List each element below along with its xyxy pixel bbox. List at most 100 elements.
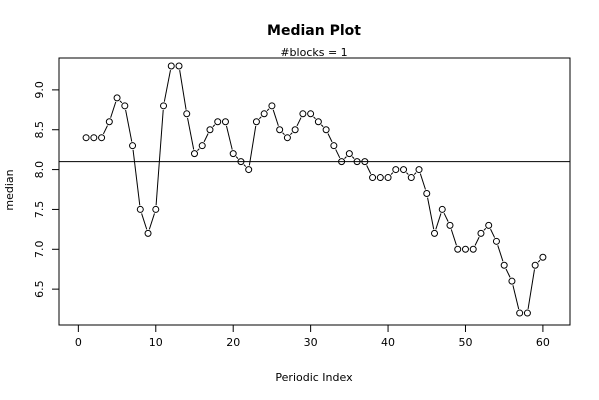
series-segment <box>351 156 355 159</box>
data-point <box>492 237 500 245</box>
data-point <box>190 150 198 158</box>
series-segment <box>203 133 209 143</box>
series-segment <box>443 212 449 222</box>
data-point <box>206 126 214 134</box>
data-point <box>508 277 516 285</box>
data-point <box>214 118 222 126</box>
data-point <box>183 110 191 118</box>
data-point <box>384 174 392 182</box>
x-tick-label: 60 <box>536 336 550 349</box>
series-segment <box>119 100 123 104</box>
x-axis: 0 10 20 30 40 50 60 <box>75 324 550 349</box>
data-point <box>322 126 330 134</box>
series-segment <box>110 101 117 118</box>
plot-frame <box>58 57 571 326</box>
data-point <box>113 94 121 102</box>
series-segment <box>427 197 435 230</box>
data-point <box>167 62 175 70</box>
series-segment <box>512 285 520 310</box>
series-segment <box>125 109 133 142</box>
y-tick-label: 8.0 <box>33 161 46 179</box>
series-segment <box>320 124 324 128</box>
data-point <box>307 110 315 118</box>
data-point <box>400 166 408 174</box>
data-point <box>152 205 160 213</box>
series-segment <box>102 125 108 135</box>
data-point <box>245 166 253 174</box>
data-point <box>516 309 524 317</box>
series-segment <box>366 165 372 174</box>
series-segment <box>413 172 417 175</box>
series-segment <box>148 213 155 230</box>
series-segment <box>335 149 341 159</box>
series-segment <box>490 228 496 238</box>
series-segment <box>132 149 141 206</box>
data-point <box>314 118 322 126</box>
data-point <box>121 102 129 110</box>
series-segment <box>141 213 148 230</box>
data-point <box>469 245 477 253</box>
data-point <box>523 309 531 317</box>
data-point <box>539 253 547 261</box>
data-point <box>82 134 90 142</box>
data-point <box>345 150 353 158</box>
data-point <box>431 229 439 237</box>
data-point <box>461 245 469 253</box>
data-point <box>276 126 284 134</box>
y-tick-label: 7.0 <box>33 241 46 258</box>
data-point <box>291 126 299 134</box>
x-tick-label: 0 <box>75 336 82 349</box>
series-segment <box>187 117 195 150</box>
data-point <box>229 150 237 158</box>
data-point <box>330 142 338 150</box>
data-point <box>160 102 168 110</box>
data-point <box>221 118 229 126</box>
series-segment <box>483 228 487 231</box>
data-point <box>485 221 493 229</box>
data-point <box>299 110 307 118</box>
data-point <box>477 229 485 237</box>
data-point <box>105 118 113 126</box>
series-segment <box>243 164 247 167</box>
y-axis: 6.5 7.0 7.5 8.0 8.5 9.0 <box>33 81 60 298</box>
data-point <box>237 158 245 166</box>
series-segment <box>537 259 541 263</box>
series-segment <box>313 116 316 120</box>
data-point <box>144 229 152 237</box>
series-segment <box>497 245 504 262</box>
x-tick-label: 40 <box>381 336 395 349</box>
series-segment <box>212 124 216 128</box>
data-point <box>531 261 539 269</box>
data-point <box>129 142 137 150</box>
data-point <box>415 166 423 174</box>
series-segment <box>289 132 293 136</box>
x-tick-label: 50 <box>458 336 472 349</box>
y-tick-label: 6.5 <box>33 280 46 298</box>
data-point <box>283 134 291 142</box>
x-tick-label: 10 <box>149 336 163 349</box>
data-point <box>338 158 346 166</box>
data-point <box>376 174 384 182</box>
series-segment <box>248 125 257 166</box>
data-point <box>252 118 260 126</box>
series-segment <box>527 269 535 309</box>
data-point <box>369 174 377 182</box>
data-point <box>407 174 415 182</box>
y-axis-label: median <box>3 169 16 210</box>
data-point <box>198 142 206 150</box>
data-point <box>454 245 462 253</box>
series-segment <box>296 117 302 127</box>
data-point <box>423 189 431 197</box>
data-point <box>260 110 268 118</box>
x-tick-label: 30 <box>304 336 318 349</box>
data-point <box>361 158 369 166</box>
chart-subtitle: #blocks = 1 <box>280 46 347 59</box>
x-tick-label: 20 <box>226 336 240 349</box>
series-group <box>82 62 547 317</box>
series-segment <box>390 172 394 175</box>
data-point <box>98 134 106 142</box>
series-segment <box>258 116 262 120</box>
series-segment <box>179 70 187 110</box>
series-segment <box>419 173 426 190</box>
